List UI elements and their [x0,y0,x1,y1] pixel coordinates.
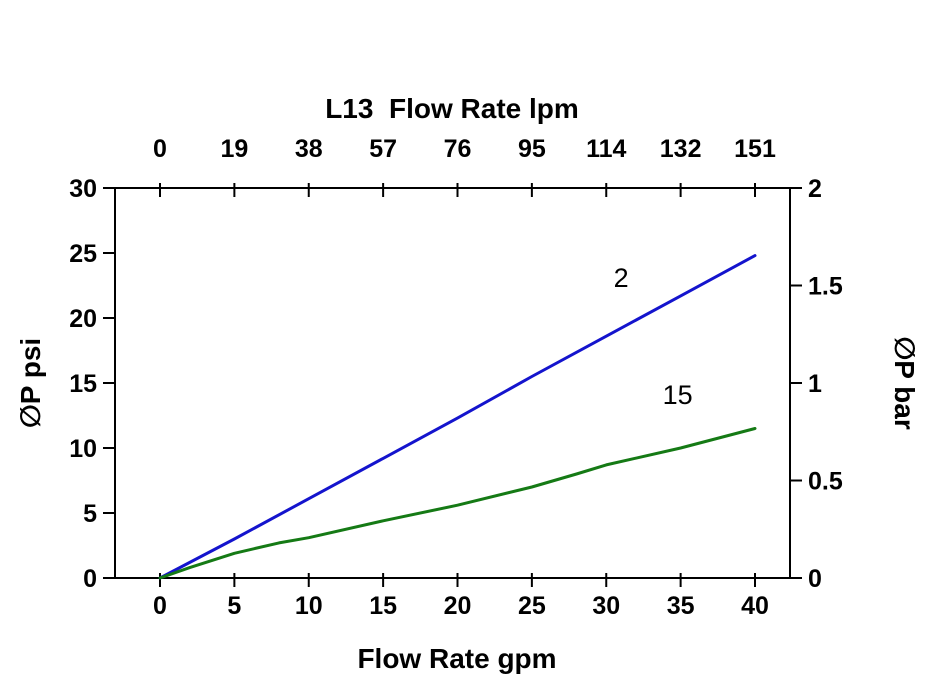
series-line-2 [158,254,757,580]
series-label-2: 2 [614,263,629,293]
series-label-15: 15 [663,380,693,410]
top-axis-tick-label: 132 [660,135,702,163]
top-axis-tick-label: 95 [518,135,546,163]
left-axis-tick-label: 10 [69,435,97,463]
series-line-15 [158,427,757,580]
top-axis-tick-label: 0 [153,135,167,163]
bottom-axis-title: Flow Rate gpm [357,643,556,674]
top-axis-tick-label: 151 [734,135,776,163]
right-axis-tick-label: 1.5 [808,273,843,301]
bottom-axis-tick-label: 10 [295,592,323,620]
top-axis-tick-label: 57 [369,135,397,163]
right-axis-tick-label: 1 [808,370,822,398]
left-axis-tick-label: 30 [69,175,97,203]
left-axis-title: ∅P psi [15,338,46,428]
bottom-axis-tick-label: 0 [153,592,167,620]
left-axis-tick-label: 25 [69,240,97,268]
top-axis-tick-label: 114 [586,135,626,163]
right-axis-tick-label: 0 [808,565,822,593]
left-axis-tick-label: 5 [83,500,97,528]
right-axis-tick-label: 2 [808,175,822,203]
bottom-axis-tick-label: 30 [592,592,620,620]
right-axis-title: ∅P bar [889,336,920,430]
top-axis-tick-label: 38 [295,135,323,163]
bottom-axis-tick-label: 20 [444,592,472,620]
left-axis-tick-label: 20 [69,305,97,333]
top-axis-tick-label: 19 [220,135,248,163]
bottom-axis-tick-label: 25 [518,592,546,620]
plot-area: 0 5 10 15 20 25 30 35 400 19 38 57 76 95 114 132 1510510… [69,135,843,620]
bottom-axis-tick-label: 35 [667,592,695,620]
top-axis-tick-label: 76 [444,135,472,163]
left-axis-tick-label: 0 [83,565,97,593]
bottom-axis-tick-label: 40 [741,592,769,620]
left-axis-tick-label: 15 [69,370,97,398]
top-axis-title: L13 Flow Rate lpm [325,93,579,124]
right-axis-tick-label: 0.5 [808,468,843,496]
bottom-axis-tick-label: 15 [369,592,397,620]
bottom-axis-tick-label: 5 [227,592,241,620]
